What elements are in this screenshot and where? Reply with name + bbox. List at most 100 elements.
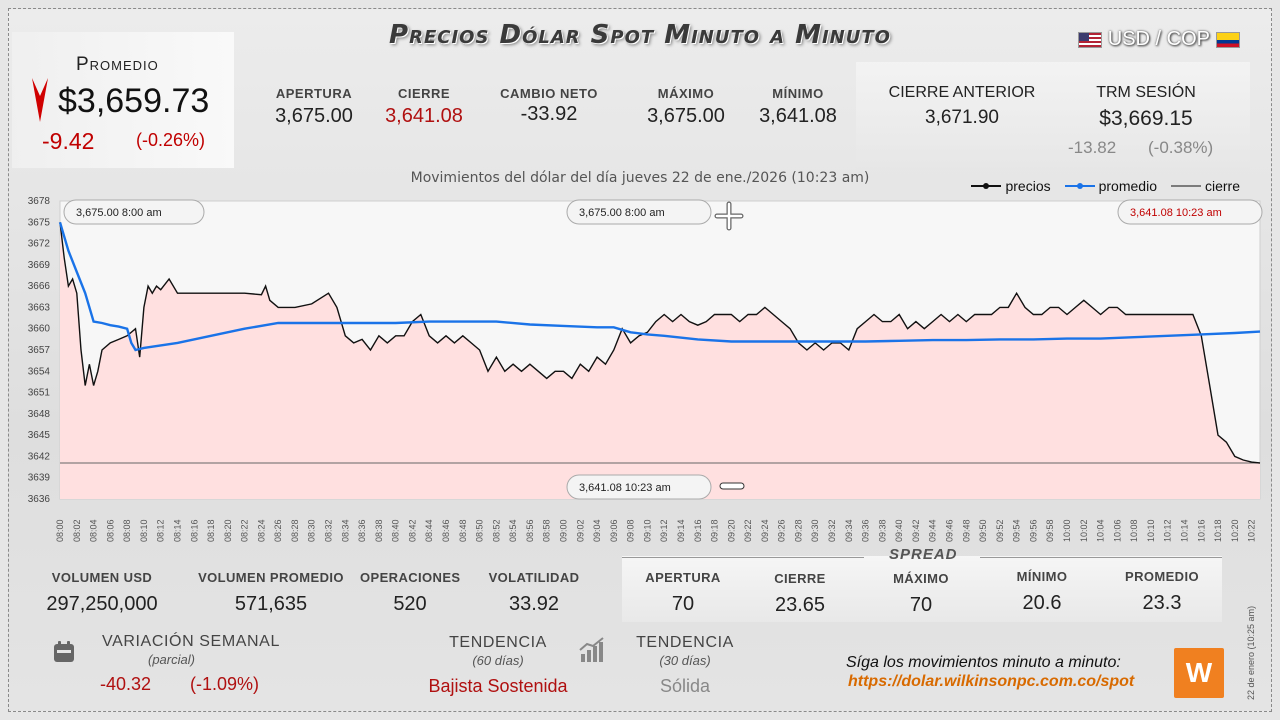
- stat-label: VOLUMEN PROMEDIO: [198, 570, 344, 585]
- x-tick-label: 09:30: [810, 519, 820, 542]
- stat-value: 571,635: [234, 593, 308, 615]
- pair-label: USD / COP: [1107, 28, 1210, 50]
- y-tick-label: 3663: [28, 302, 51, 313]
- y-tick-label: 3648: [28, 409, 51, 420]
- x-tick-label: 08:48: [458, 519, 468, 542]
- follow-link[interactable]: https://dolar.wilkinsonpc.com.co/spot: [848, 673, 1135, 690]
- stat-cierre-anterior: CIERRE ANTERIOR 3,671.90: [880, 84, 1044, 129]
- stat-volumen-promedio: VOLUMEN PROMEDIO 571,635: [194, 570, 348, 616]
- tooltip-text: 3,641.08 10:23 am: [579, 482, 671, 494]
- x-tick-label: 10:00: [1062, 519, 1072, 542]
- calendar-icon: [54, 641, 74, 662]
- x-tick-label: 10:16: [1196, 519, 1206, 542]
- legend-label: precios: [1005, 178, 1051, 194]
- x-tick-label: 09:46: [945, 519, 955, 542]
- weekly-pct: (-1.09%): [190, 674, 260, 694]
- x-tick-label: 09:08: [626, 519, 636, 542]
- weekly-sub: (parcial): [148, 652, 195, 667]
- legend-promedio[interactable]: promedio: [1064, 178, 1157, 194]
- x-tick-label: 08:36: [357, 519, 367, 542]
- y-tick-label: 3666: [28, 281, 51, 292]
- precios-line: [59, 222, 1261, 464]
- y-tick-label: 3654: [28, 366, 51, 377]
- x-tick-label: 09:42: [911, 519, 921, 542]
- x-tick-label: 08:58: [542, 519, 552, 542]
- tooltip-box: [566, 474, 712, 500]
- x-tick-label: 09:12: [659, 519, 669, 542]
- tooltip-text: 3,641.08 10:23 am: [1130, 207, 1222, 219]
- x-tick-label: 08:28: [290, 519, 300, 542]
- legend-cierre[interactable]: cierre: [1170, 178, 1240, 194]
- trend-sub: (30 días): [659, 653, 711, 668]
- promedio-line: [58, 221, 1261, 352]
- side-date: 22 de enero (10:25 am): [1246, 605, 1256, 700]
- spread-divider-right: [980, 557, 1222, 558]
- promedio-pct: (-0.26%): [136, 130, 206, 150]
- stat-label: TRM SESIÓN: [1096, 84, 1196, 101]
- stat-minimo: MÍNIMO 3,641.08: [746, 86, 850, 128]
- y-tick-label: 3642: [28, 451, 51, 462]
- x-tick-label: 08:18: [206, 519, 216, 542]
- stat-label: MÍNIMO: [772, 86, 824, 101]
- y-tick-label: 3678: [28, 196, 51, 207]
- x-tick-label: 09:26: [777, 519, 787, 542]
- x-tick-label: 09:28: [793, 519, 803, 542]
- stat-value: -33.92: [520, 103, 578, 125]
- weekly-label: VARIACIÓN SEMANAL: [102, 633, 280, 650]
- y-tick-label: 3675: [28, 217, 51, 228]
- crosshair-inner: [715, 202, 743, 230]
- x-tick-label: 08:46: [441, 519, 451, 542]
- tooltip-text: 3,675.00 8:00 am: [76, 207, 162, 219]
- x-tick-label: 09:40: [894, 519, 904, 542]
- stat-value: 23.3: [1142, 592, 1182, 614]
- y-tick-label: 3639: [28, 473, 51, 484]
- x-tick-label: 08:26: [273, 519, 283, 542]
- prev-close-panel: [856, 62, 1250, 170]
- wilkinson-logo[interactable]: W: [1174, 648, 1224, 698]
- stat-value: 297,250,000: [46, 593, 158, 615]
- us-flag-icon: [1077, 31, 1102, 48]
- bar-trend-icon: [579, 637, 604, 662]
- x-tick-label: 09:22: [743, 519, 753, 542]
- x-tick-label: 08:56: [525, 519, 535, 542]
- y-tick-label: 3645: [28, 430, 51, 441]
- x-tick-label: 08:42: [407, 519, 417, 542]
- tooltip-box: [566, 199, 712, 225]
- x-tick-label: 08:06: [105, 519, 115, 542]
- page-title: Precios Dólar Spot Minuto a Minuto: [389, 20, 891, 50]
- x-tick-label: 09:02: [575, 519, 585, 542]
- x-tick-label: 09:50: [978, 519, 988, 542]
- x-tick-label: 09:34: [844, 519, 854, 542]
- trend-value: Sólida: [659, 676, 711, 696]
- y-tick-label: 3651: [28, 388, 51, 399]
- stat-value: 70: [671, 593, 695, 615]
- x-tick-label: 08:00: [55, 519, 65, 542]
- x-tick-label: 08:24: [256, 519, 266, 542]
- x-tick-label: 09:24: [760, 519, 770, 542]
- stat-label: MÁXIMO: [893, 571, 949, 586]
- spread-divider-left: [622, 557, 864, 558]
- tooltip-open-center: 3,675.00 8:00 am: [566, 199, 712, 225]
- stat-cierre: CIERRE 3,641.08: [372, 86, 476, 128]
- x-tick-label: 08:38: [374, 519, 384, 542]
- spread-cierre: CIERRE 23.65: [760, 571, 840, 617]
- stat-label: CAMBIO NETO: [500, 86, 598, 101]
- stat-label: CIERRE: [397, 86, 451, 101]
- stat-value: 3,641.08: [759, 105, 837, 127]
- legend-precios[interactable]: precios: [971, 178, 1051, 194]
- x-tick-label: 08:40: [391, 519, 401, 542]
- x-tick-label: 08:04: [89, 519, 99, 542]
- x-tick-label: 09:36: [861, 519, 871, 542]
- stat-label: CIERRE ANTERIOR: [888, 84, 1036, 101]
- x-tick-label: 09:44: [928, 519, 938, 542]
- x-tick-label: 08:54: [508, 519, 518, 542]
- stat-value: 23.65: [774, 594, 826, 616]
- tooltip-open-left: 3,675.00 8:00 am: [63, 199, 205, 225]
- spread-apertura: APERTURA 70: [640, 570, 726, 616]
- stat-volumen-usd: VOLUMEN USD 297,250,000: [32, 570, 172, 616]
- x-tick-label: 08:16: [189, 519, 199, 542]
- x-tick-label: 09:06: [609, 519, 619, 542]
- weekly-value: -40.32: [100, 674, 152, 694]
- x-tick-label: 08:14: [172, 519, 182, 542]
